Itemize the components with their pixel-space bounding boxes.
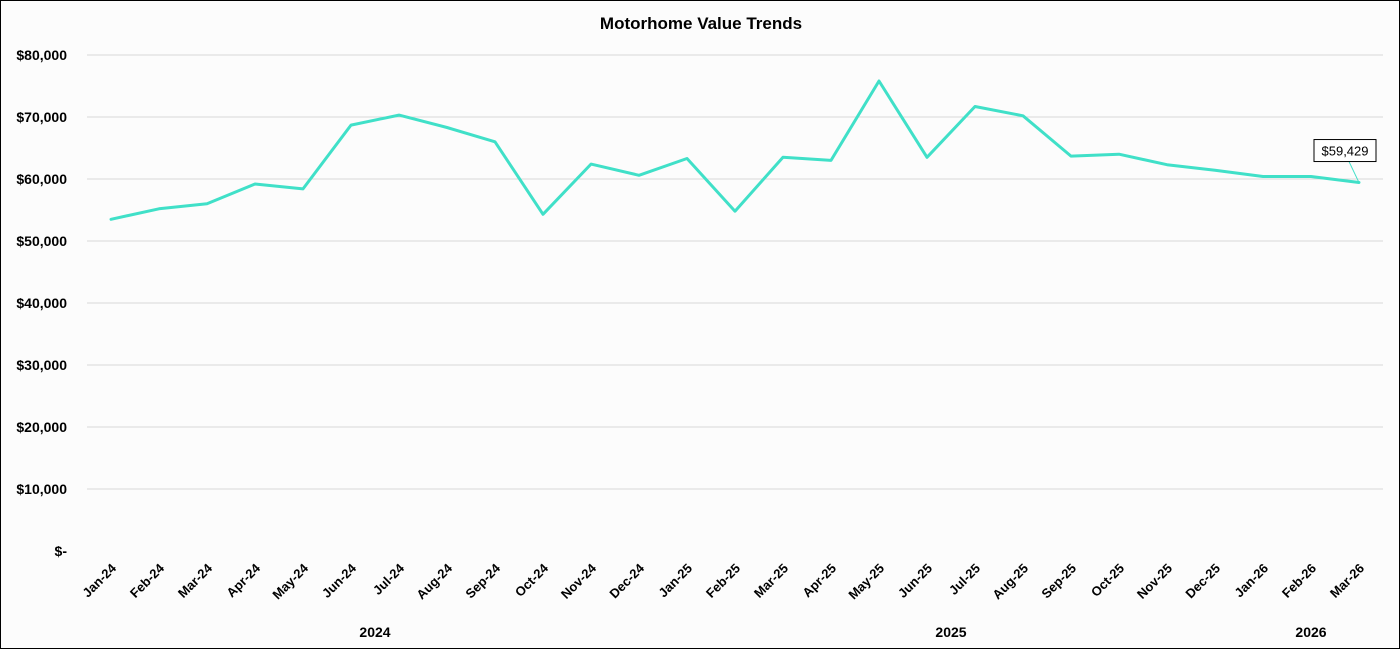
x-tick-label: Nov-25 bbox=[1134, 561, 1175, 602]
y-tick-label: $10,000 bbox=[16, 481, 67, 497]
y-tick-label: $- bbox=[55, 543, 68, 559]
x-tick-label: Mar-25 bbox=[751, 561, 791, 601]
x-tick-label: Aug-25 bbox=[989, 561, 1031, 603]
x-tick-label: Feb-25 bbox=[703, 561, 743, 601]
y-tick-label: $30,000 bbox=[16, 357, 67, 373]
x-tick-label: May-25 bbox=[845, 561, 887, 603]
gridlines bbox=[87, 54, 1383, 490]
year-group-label: 2026 bbox=[1295, 624, 1326, 640]
x-tick-label: Apr-24 bbox=[223, 560, 263, 600]
x-tick-label: Oct-25 bbox=[1088, 561, 1127, 600]
y-axis-ticks: $- $10,000 $20,000 $30,000 $40,000 $50,000 $60… bbox=[16, 47, 67, 559]
y-tick-label: $20,000 bbox=[16, 419, 67, 435]
callout-box bbox=[1313, 139, 1377, 163]
x-tick-label: Jan-26 bbox=[1231, 561, 1271, 601]
x-tick-label: Mar-24 bbox=[175, 560, 216, 601]
x-tick-label: Feb-26 bbox=[1279, 561, 1319, 601]
y-tick-label: $80,000 bbox=[16, 47, 67, 63]
x-tick-label: Sep-25 bbox=[1038, 561, 1079, 602]
year-group-label: 2025 bbox=[935, 624, 966, 640]
y-tick-label: $50,000 bbox=[16, 233, 67, 249]
x-tick-label: Dec-25 bbox=[1182, 561, 1223, 602]
x-tick-label: Sep-24 bbox=[462, 560, 503, 601]
x-tick-label: Jan-25 bbox=[655, 561, 695, 601]
y-tick-label: $70,000 bbox=[16, 109, 67, 125]
x-tick-label: Jun-25 bbox=[895, 561, 935, 601]
x-tick-label: Jun-24 bbox=[319, 560, 360, 601]
x-tick-label: May-24 bbox=[269, 560, 311, 602]
y-tick-label: $40,000 bbox=[16, 295, 67, 311]
chart-title: Motorhome Value Trends bbox=[600, 14, 802, 33]
x-tick-label: Jul-25 bbox=[946, 561, 983, 598]
x-axis-year-groups: 2024 2025 2026 bbox=[359, 624, 1326, 640]
x-tick-label: Aug-24 bbox=[413, 560, 455, 602]
x-tick-label: Nov-24 bbox=[558, 560, 600, 602]
x-tick-label: Jul-24 bbox=[370, 560, 408, 598]
callout-leader bbox=[1348, 161, 1360, 183]
y-tick-label: $60,000 bbox=[16, 171, 67, 187]
x-axis-ticks: Jan-24 Feb-24 Mar-24 Apr-24 May-24 Jun-24 Jul-… bbox=[79, 560, 1367, 602]
series-layer bbox=[109, 79, 1361, 221]
year-group-label: 2024 bbox=[359, 624, 390, 640]
x-tick-label: Feb-24 bbox=[127, 560, 168, 601]
x-tick-label: Mar-26 bbox=[1327, 561, 1367, 601]
data-label: $59,429 bbox=[1322, 144, 1369, 159]
x-tick-label: Dec-24 bbox=[606, 560, 647, 601]
series-line bbox=[109, 79, 1361, 221]
annotation-layer: $59,429 bbox=[1313, 139, 1377, 183]
x-tick-label: Apr-25 bbox=[799, 561, 839, 601]
x-tick-label: Jan-24 bbox=[79, 560, 119, 600]
x-tick-label: Oct-24 bbox=[512, 560, 552, 600]
